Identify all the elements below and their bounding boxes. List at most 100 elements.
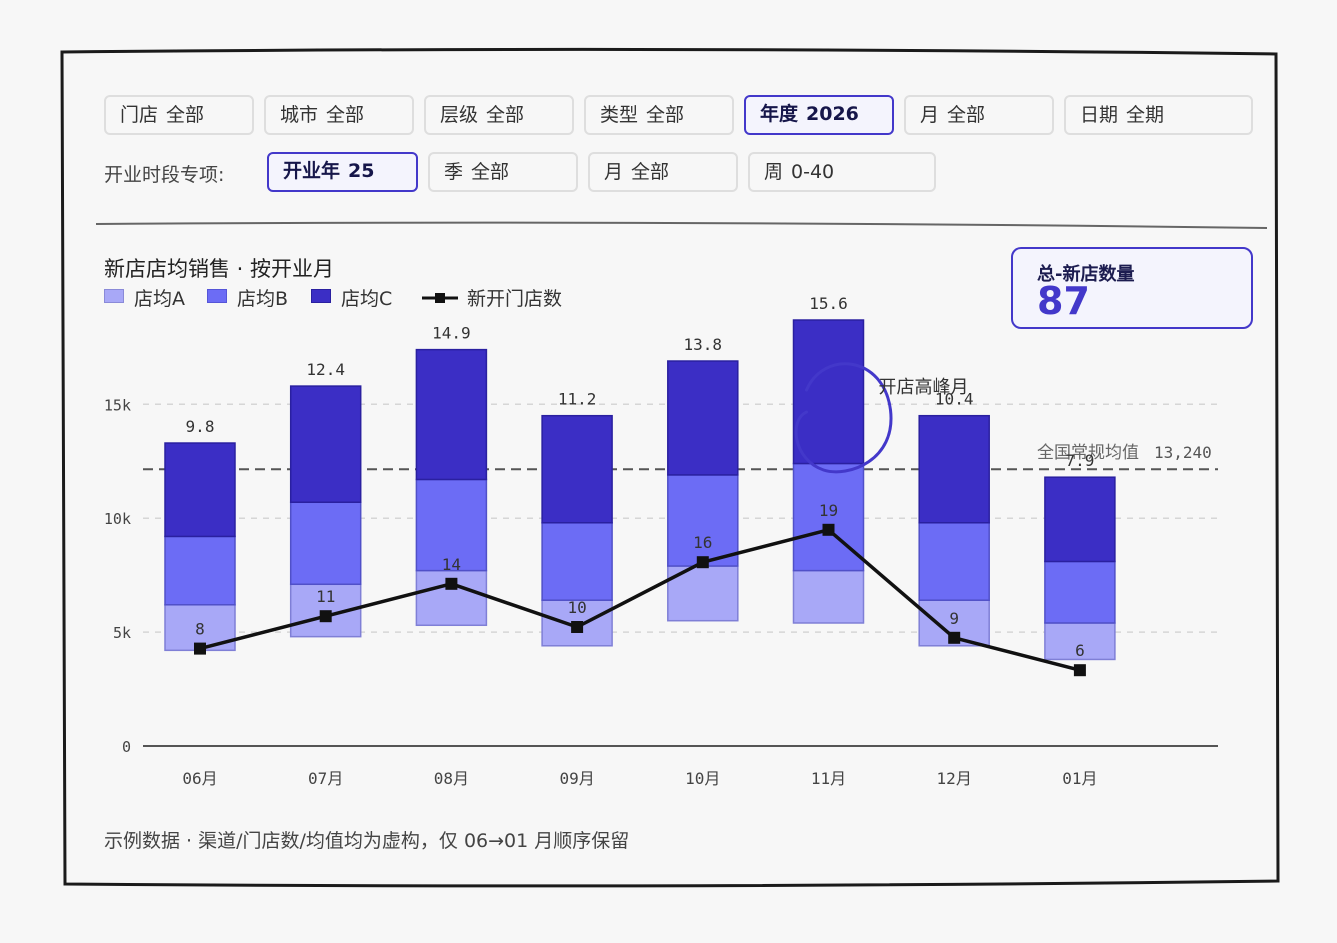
filter-key: 月 (920, 104, 940, 126)
store-count-point (571, 621, 584, 633)
store-count-point (948, 631, 961, 644)
store-count-point (194, 642, 206, 655)
bar-segment-3 (792, 319, 865, 465)
bar-segment-3 (541, 414, 613, 524)
bar-segment-2 (667, 474, 739, 567)
y-tick-label: 5k (113, 624, 131, 642)
filter-value: 全期 (1126, 104, 1165, 126)
filter-key: 类型 (600, 104, 639, 126)
bar-segment-3 (164, 442, 236, 538)
kpi-card: 总-新店数量 87 (1011, 247, 1253, 329)
filter-filters_row1-4[interactable]: 年度 2026 (744, 95, 894, 135)
legend-label-line: 新开门店数 (467, 288, 563, 310)
bar-segment-2 (289, 501, 362, 586)
reference-line-label: 全国常规均值 (1037, 443, 1139, 463)
bar-segment-2 (541, 522, 613, 601)
bar-segment-1 (792, 569, 865, 624)
store-count-point (319, 610, 332, 623)
x-tick-label: 07月 (308, 769, 343, 788)
bar-segment-2 (1044, 560, 1116, 624)
filter-filters_row2-1[interactable]: 季全部 (428, 152, 578, 192)
legend-swatch-c (311, 289, 331, 303)
bar-total-label: 13.8 (684, 335, 723, 354)
filter-key: 季 (444, 161, 464, 183)
filter-value: 全部 (486, 104, 525, 126)
x-tick-label: 09月 (559, 769, 594, 788)
filter-value: 全部 (646, 104, 685, 126)
store-count-point (1073, 664, 1086, 677)
bar-segment-3 (918, 414, 990, 524)
bar-segment-1 (1044, 622, 1116, 661)
bar-total-label: 9.8 (186, 417, 215, 436)
bar-segment-2 (918, 522, 990, 601)
filter-key: 门店 (120, 104, 159, 126)
bar-total-label: 11.2 (558, 390, 597, 409)
x-tick-label: 10月 (685, 769, 720, 788)
store-count-label: 16 (693, 533, 712, 552)
filter-filters_row1-0[interactable]: 门店 全部 (104, 95, 254, 135)
filter-key: 城市 (280, 104, 319, 126)
store-count-point (696, 556, 709, 569)
bar-segment-2 (792, 462, 865, 572)
kpi-value: 87 (1037, 279, 1090, 323)
legend-label-c: 店均C (341, 288, 393, 310)
store-count-label: 14 (442, 555, 461, 574)
legend-label-b: 店均B (237, 288, 289, 310)
bar-total-label: 15.6 (809, 294, 848, 313)
bar-segment-3 (1044, 476, 1116, 563)
store-count-label: 8 (195, 620, 205, 639)
filter-key: 月 (604, 161, 624, 183)
bar-total-label: 12.4 (306, 360, 345, 379)
y-tick-label: 10k (104, 510, 131, 528)
filter-value: 全部 (326, 104, 365, 126)
store-count-label: 11 (316, 587, 335, 606)
reference-line-value: 13,240 (1154, 443, 1212, 462)
filter-value: 全部 (166, 104, 205, 126)
bar-total-label: 7.9 (1065, 451, 1094, 470)
bar-segment-3 (667, 360, 739, 476)
legend-line-marker-icon (422, 293, 458, 303)
bar-total-label: 14.9 (432, 324, 471, 343)
filter-value: 全部 (947, 104, 986, 126)
kpi-label: 总-新店数量 (1037, 264, 1135, 285)
filter-value: 全部 (631, 161, 670, 183)
filter-filters_row1-5[interactable]: 月全部 (904, 95, 1054, 135)
x-tick-label: 12月 (937, 769, 972, 788)
y-tick-label: 15k (104, 396, 131, 414)
store-count-label: 6 (1075, 641, 1085, 660)
annotation-circle (794, 362, 893, 474)
bar-total-label: 10.4 (935, 390, 974, 409)
filter-key: 层级 (440, 104, 479, 126)
filter-value: 0-40 (791, 161, 835, 183)
filter-filters_row2-0[interactable]: 开业年 25 (267, 152, 418, 192)
store-count-label: 9 (949, 609, 959, 628)
legend-swatch-a (104, 289, 124, 303)
footnote: 示例数据 · 渠道/门店数/均值均为虚构，仅 06→01 月顺序保留 (104, 830, 630, 852)
filter-value: 全部 (471, 161, 510, 183)
filter-filters_row1-2[interactable]: 层级 全部 (424, 95, 574, 135)
bar-segment-2 (415, 478, 488, 572)
legend-label-a: 店均A (134, 288, 185, 310)
filter-filters_row2-3[interactable]: 周 0-40 (748, 152, 936, 192)
bar-segment-3 (289, 385, 362, 504)
filter-filters_row1-1[interactable]: 城市 全部 (264, 95, 414, 135)
filter-value: 25 (348, 160, 375, 182)
bar-segment-3 (415, 348, 488, 481)
filter-key: 开业年 (283, 160, 341, 182)
filter-filters_row1-3[interactable]: 类型 全部 (584, 95, 734, 135)
filter-filters_row1-6[interactable]: 日期 全期 (1064, 95, 1253, 135)
legend-swatch-b (207, 289, 227, 303)
store-count-point (445, 577, 458, 590)
filter-key: 年度 (760, 103, 799, 125)
bar-segment-2 (164, 535, 236, 606)
y-tick-label: 0 (122, 738, 131, 756)
store-count-label: 10 (567, 598, 586, 617)
filter-filters_row2-2[interactable]: 月全部 (588, 152, 738, 192)
chart-title: 新店店均销售 · 按开业月 (104, 257, 335, 281)
store-count-line (199, 528, 1081, 672)
x-tick-label: 11月 (811, 769, 846, 788)
annotation-label: 开店高峰月 (879, 377, 969, 398)
filter-key: 周 (764, 161, 784, 183)
